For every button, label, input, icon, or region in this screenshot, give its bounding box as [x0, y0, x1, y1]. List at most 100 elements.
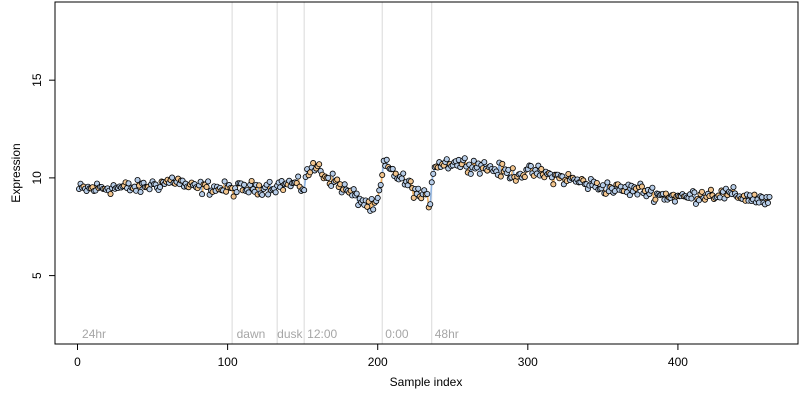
plot-frame	[54, 1, 799, 345]
data-point	[379, 172, 386, 179]
data-point	[280, 187, 287, 194]
data-point	[334, 176, 341, 183]
data-point	[509, 165, 516, 172]
data-point	[415, 185, 422, 192]
data-point	[467, 170, 474, 177]
data-point	[499, 160, 506, 167]
data-point	[241, 181, 248, 188]
data-point	[199, 191, 206, 198]
data-point	[707, 186, 714, 193]
data-point	[364, 203, 371, 210]
time-annotation: dawn	[237, 327, 266, 341]
data-point	[389, 165, 396, 172]
data-point	[497, 173, 504, 180]
data-point	[134, 177, 141, 184]
data-point	[353, 190, 360, 197]
x-tick-label: 0	[74, 355, 81, 369]
x-tick-label: 200	[368, 355, 388, 369]
data-point	[265, 191, 272, 198]
data-point	[259, 191, 266, 198]
data-point	[316, 161, 323, 168]
data-point	[137, 189, 144, 196]
data-point	[443, 156, 450, 163]
data-point	[461, 155, 468, 162]
data-point	[245, 189, 252, 196]
data-point	[328, 182, 335, 189]
x-tick-label: 400	[668, 355, 688, 369]
data-point	[538, 166, 545, 173]
data-point	[377, 181, 384, 188]
point-connector	[429, 182, 433, 205]
y-axis-label: Expression	[9, 143, 23, 202]
data-point	[341, 181, 348, 188]
data-point	[476, 170, 483, 177]
data-point	[272, 189, 279, 196]
data-point	[400, 170, 407, 177]
data-point	[407, 178, 414, 185]
data-point	[107, 191, 114, 198]
data-point	[521, 173, 528, 180]
data-point	[730, 184, 737, 191]
data-point	[295, 173, 302, 180]
data-point	[599, 182, 606, 189]
data-point	[638, 183, 645, 190]
data-point	[383, 156, 390, 163]
data-point	[248, 177, 255, 184]
y-tick-label: 10	[30, 171, 44, 185]
data-point	[764, 199, 771, 206]
data-point	[350, 186, 357, 193]
time-annotation: 48hr	[435, 327, 459, 341]
data-point	[230, 193, 237, 200]
time-annotation: 0:00	[385, 327, 409, 341]
data-point	[565, 170, 572, 177]
data-point	[374, 194, 381, 201]
data-point	[169, 174, 176, 181]
data-point	[430, 170, 437, 177]
data-point	[221, 178, 228, 185]
data-point	[125, 180, 132, 187]
data-point	[527, 163, 534, 170]
data-point	[370, 206, 377, 213]
data-point	[424, 190, 431, 197]
data-point	[146, 186, 153, 193]
time-annotation: 12:00	[307, 327, 337, 341]
data-point	[325, 174, 332, 181]
data-point	[649, 184, 656, 191]
data-point	[398, 175, 405, 182]
y-tick-label: 5	[30, 272, 44, 279]
data-point	[157, 184, 164, 191]
data-point	[427, 201, 434, 208]
data-point	[301, 187, 308, 194]
data-point	[751, 191, 758, 198]
data-point	[550, 181, 557, 188]
x-tick-label: 100	[218, 355, 238, 369]
y-axis: 5 10 15	[30, 73, 56, 279]
time-annotation: 24hr	[82, 327, 106, 341]
data-point	[634, 191, 641, 198]
data-point	[256, 182, 263, 189]
y-tick-label: 15	[30, 73, 44, 87]
data-point	[695, 197, 702, 204]
data-point	[410, 194, 417, 201]
data-point	[626, 192, 633, 199]
x-tick-label: 300	[518, 355, 538, 369]
data-points	[76, 155, 773, 214]
data-point	[604, 179, 611, 186]
x-axis: 0 100 200 300 400	[74, 343, 688, 369]
data-point	[329, 170, 336, 177]
data-point	[376, 187, 383, 194]
data-point	[481, 159, 488, 166]
time-annotation: dusk	[277, 327, 303, 341]
data-point	[203, 183, 210, 190]
data-point	[662, 190, 669, 197]
data-point	[266, 178, 273, 185]
data-point	[205, 178, 212, 185]
x-axis-label: Sample index	[390, 375, 463, 389]
data-point	[470, 157, 477, 164]
time-annotations: 24hr dawn dusk 12:00 0:00 48hr	[82, 327, 459, 341]
data-point	[310, 160, 317, 167]
data-point	[671, 198, 678, 205]
data-point	[233, 189, 240, 196]
data-point	[688, 195, 695, 202]
